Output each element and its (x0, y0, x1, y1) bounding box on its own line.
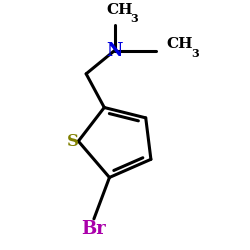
Text: CH: CH (106, 3, 133, 17)
Text: S: S (67, 133, 79, 150)
Text: 3: 3 (130, 13, 138, 24)
Text: Br: Br (82, 220, 106, 238)
Text: 3: 3 (191, 48, 199, 58)
Text: N: N (106, 42, 123, 60)
Text: CH: CH (166, 37, 193, 51)
